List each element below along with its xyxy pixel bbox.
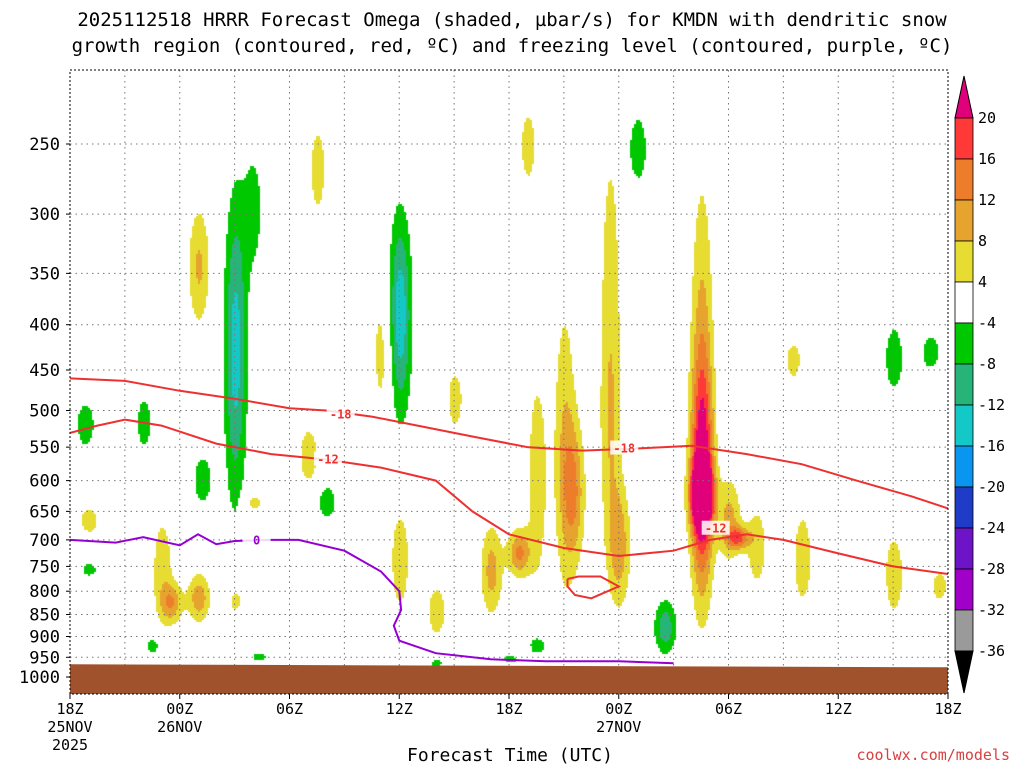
colorbar-bin-11 — [954, 527, 974, 570]
y-tick-label-300: 300 — [29, 205, 60, 225]
y-tick-label-550: 550 — [29, 438, 60, 458]
chart-title-line1: 2025112518 HRRR Forecast Omega (shaded, … — [77, 9, 947, 31]
x-tick-label-0-1: 25NOV — [47, 718, 92, 736]
x-axis-label: Forecast Time (UTC) — [407, 745, 613, 766]
x-tick-label-24-0: 18Z — [495, 700, 522, 718]
dgz-minus-18-upper-label-bg — [326, 406, 355, 421]
x-tick-label-30-1: 27NOV — [596, 718, 641, 736]
y-tick-label-600: 600 — [29, 472, 60, 492]
source-credit: coolwx.com/models — [856, 746, 1010, 764]
y-tick-label-1000: 1000 — [19, 668, 60, 688]
colorbar-bin-4 — [954, 240, 974, 283]
x-tick-label-36-0: 06Z — [715, 700, 742, 718]
colorbar-label-4: 4 — [978, 273, 987, 291]
y-tick-label-800: 800 — [29, 582, 60, 602]
colorbar-under-triangle — [954, 650, 974, 694]
colorbar-bin-12 — [954, 568, 974, 611]
colorbar-label-1: 16 — [978, 150, 996, 168]
x-tick-label-42-0: 12Z — [825, 700, 852, 718]
colorbar-label-0: 20 — [978, 109, 996, 127]
colorbar-label-12: -32 — [978, 601, 1005, 619]
colorbar-label-11: -28 — [978, 560, 1005, 578]
colorbar-bin-5 — [954, 281, 974, 324]
y-tick-label-400: 400 — [29, 316, 60, 336]
dgz-minus-12-label2-label-bg — [701, 520, 730, 535]
dgz-minus-12-label2-label: -12 — [705, 522, 727, 536]
dgz-minus-18-upper-contour — [70, 377, 948, 510]
dgz-minus-12-label-bg — [313, 451, 342, 466]
x-tick-label-30-0: 00Z — [605, 700, 632, 718]
colorbar-label-3: 8 — [978, 232, 987, 250]
colorbar-label-5: -4 — [978, 314, 996, 332]
colorbar-bin-6 — [954, 322, 974, 365]
colorbar-bin-8 — [954, 404, 974, 447]
colorbar-label-6: -8 — [978, 355, 996, 373]
colorbar-bin-9 — [954, 445, 974, 488]
colorbar-bin-3 — [954, 199, 974, 242]
terrain-fill — [70, 664, 948, 694]
x-tick-label-0-0: 18Z — [56, 700, 83, 718]
colorbar-bin-10 — [954, 486, 974, 529]
y-tick-label-450: 450 — [29, 361, 60, 381]
dgz-minus-12-contour — [70, 418, 948, 575]
dgz-minus-18-lower-label-label: -18 — [613, 442, 635, 456]
colorbar-label-7: -12 — [978, 396, 1005, 414]
colorbar-bin-13 — [954, 609, 974, 652]
colorbar-bin-2 — [954, 158, 974, 201]
x-tick-label-12-0: 06Z — [276, 700, 303, 718]
freezing-level-0c-label: 0 — [253, 533, 260, 547]
dgz-closed-pocket-contour — [566, 575, 622, 600]
chart-title-line2: growth region (contoured, red, ºC) and f… — [71, 35, 953, 57]
y-tick-label-700: 700 — [29, 531, 60, 551]
omega-shading — [70, 70, 948, 694]
x-tick-label-6-0: 00Z — [166, 700, 193, 718]
x-tick-label-6-1: 26NOV — [157, 718, 202, 736]
colorbar-over-triangle — [954, 75, 974, 119]
colorbar-bin-1 — [954, 117, 974, 160]
freezing-level-0c-contour — [70, 533, 674, 665]
freezing-level-0c-label-bg — [242, 532, 271, 547]
y-tick-label-850: 850 — [29, 606, 60, 626]
dgz-minus-18-lower-label-label-bg — [610, 440, 639, 455]
y-tick-label-250: 250 — [29, 135, 60, 155]
y-tick-label-650: 650 — [29, 502, 60, 522]
colorbar-label-2: 12 — [978, 191, 996, 209]
x-tick-label-0-2: 2025 — [52, 736, 88, 754]
colorbar-label-9: -20 — [978, 478, 1005, 496]
x-tick-label-48-0: 18Z — [934, 700, 961, 718]
y-tick-label-900: 900 — [29, 627, 60, 647]
y-tick-label-350: 350 — [29, 264, 60, 284]
colorbar-bin-7 — [954, 363, 974, 406]
y-tick-label-950: 950 — [29, 648, 60, 668]
dgz-minus-18-upper-label: -18 — [330, 407, 352, 421]
colorbar-label-10: -24 — [978, 519, 1005, 537]
x-tick-label-18-0: 12Z — [386, 700, 413, 718]
dgz-minus-12-label: -12 — [317, 453, 339, 467]
y-tick-label-500: 500 — [29, 402, 60, 422]
colorbar-label-13: -36 — [978, 642, 1005, 660]
y-tick-label-750: 750 — [29, 557, 60, 577]
colorbar-label-8: -16 — [978, 437, 1005, 455]
